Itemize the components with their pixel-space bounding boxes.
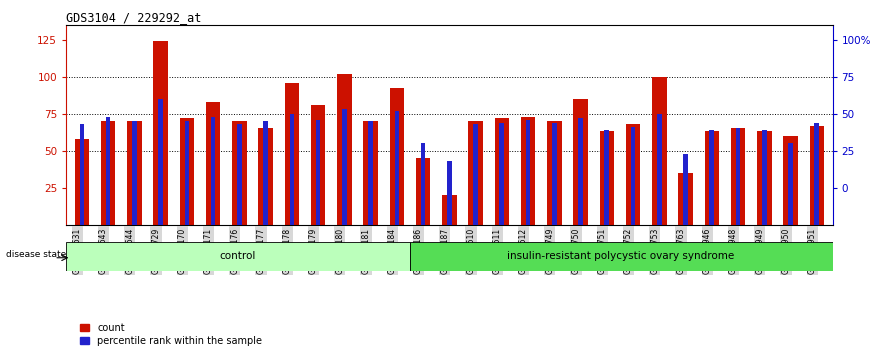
- Bar: [757, 131, 772, 225]
- Bar: [442, 195, 456, 225]
- Text: GSM156181: GSM156181: [361, 228, 371, 274]
- Text: GSM156171: GSM156171: [204, 228, 213, 274]
- Bar: [657, 114, 662, 225]
- Bar: [368, 121, 373, 225]
- Text: GSM155643: GSM155643: [99, 228, 108, 274]
- Bar: [574, 99, 588, 225]
- Bar: [237, 124, 241, 225]
- Text: GSM155729: GSM155729: [152, 228, 160, 274]
- Bar: [600, 131, 614, 225]
- Bar: [342, 109, 346, 225]
- Bar: [678, 173, 692, 225]
- Bar: [410, 242, 833, 271]
- Bar: [547, 121, 561, 225]
- Bar: [469, 121, 483, 225]
- Bar: [526, 120, 530, 225]
- Text: GSM156753: GSM156753: [650, 228, 659, 274]
- Bar: [652, 76, 667, 225]
- Text: GSM156187: GSM156187: [440, 228, 449, 274]
- Bar: [494, 118, 509, 225]
- Text: GSM156946: GSM156946: [703, 228, 712, 274]
- Text: GSM156178: GSM156178: [283, 228, 292, 274]
- Bar: [447, 161, 452, 225]
- Bar: [363, 121, 378, 225]
- Text: GSM156176: GSM156176: [230, 228, 240, 274]
- Bar: [232, 121, 247, 225]
- Bar: [810, 126, 824, 225]
- Bar: [127, 121, 142, 225]
- Bar: [626, 124, 640, 225]
- Bar: [416, 158, 430, 225]
- Text: GSM155644: GSM155644: [125, 228, 134, 274]
- Bar: [315, 120, 321, 225]
- Bar: [684, 154, 688, 225]
- Bar: [311, 105, 325, 225]
- Bar: [473, 124, 478, 225]
- Bar: [783, 136, 798, 225]
- Bar: [709, 130, 714, 225]
- Bar: [159, 99, 163, 225]
- Bar: [389, 88, 404, 225]
- Text: GDS3104 / 229292_at: GDS3104 / 229292_at: [66, 11, 202, 24]
- Bar: [604, 130, 609, 225]
- Bar: [788, 143, 793, 225]
- Bar: [578, 118, 583, 225]
- Text: GSM156950: GSM156950: [781, 228, 790, 274]
- Bar: [705, 131, 719, 225]
- Text: GSM156186: GSM156186: [414, 228, 423, 274]
- Text: GSM156948: GSM156948: [729, 228, 738, 274]
- Bar: [395, 111, 399, 225]
- Bar: [552, 122, 557, 225]
- Bar: [263, 121, 268, 225]
- Text: control: control: [219, 251, 256, 261]
- Text: GSM156750: GSM156750: [572, 228, 581, 274]
- Text: GSM156170: GSM156170: [178, 228, 187, 274]
- Text: GSM156949: GSM156949: [755, 228, 765, 274]
- Text: GSM156951: GSM156951: [808, 228, 817, 274]
- Bar: [521, 116, 536, 225]
- Bar: [736, 129, 740, 225]
- Text: GSM156512: GSM156512: [519, 228, 528, 274]
- Bar: [762, 130, 766, 225]
- Bar: [153, 41, 167, 225]
- Text: GSM156179: GSM156179: [309, 228, 318, 274]
- Text: GSM156511: GSM156511: [492, 228, 502, 274]
- Bar: [631, 127, 635, 225]
- Text: GSM156752: GSM156752: [624, 228, 633, 274]
- Bar: [100, 121, 115, 225]
- Text: GSM156763: GSM156763: [677, 228, 685, 274]
- Text: GSM156184: GSM156184: [388, 228, 396, 274]
- Text: GSM156751: GSM156751: [598, 228, 607, 274]
- Bar: [337, 74, 352, 225]
- Legend: count, percentile rank within the sample: count, percentile rank within the sample: [80, 323, 263, 346]
- Text: GSM156510: GSM156510: [467, 228, 476, 274]
- Text: GSM155631: GSM155631: [73, 228, 82, 274]
- Bar: [206, 102, 220, 225]
- Bar: [258, 129, 273, 225]
- Bar: [500, 122, 504, 225]
- Text: GSM156749: GSM156749: [545, 228, 554, 274]
- Bar: [285, 82, 299, 225]
- Text: disease state: disease state: [6, 250, 66, 259]
- Bar: [731, 129, 745, 225]
- Bar: [421, 143, 426, 225]
- Bar: [815, 122, 819, 225]
- Text: insulin-resistant polycystic ovary syndrome: insulin-resistant polycystic ovary syndr…: [507, 251, 735, 261]
- Bar: [106, 116, 110, 225]
- Bar: [75, 139, 89, 225]
- Text: GSM156180: GSM156180: [336, 228, 344, 274]
- Text: GSM156177: GSM156177: [256, 228, 265, 274]
- Bar: [211, 116, 215, 225]
- Bar: [180, 118, 194, 225]
- Bar: [290, 114, 294, 225]
- Bar: [132, 121, 137, 225]
- Bar: [79, 124, 84, 225]
- Bar: [66, 242, 410, 271]
- Bar: [184, 121, 189, 225]
